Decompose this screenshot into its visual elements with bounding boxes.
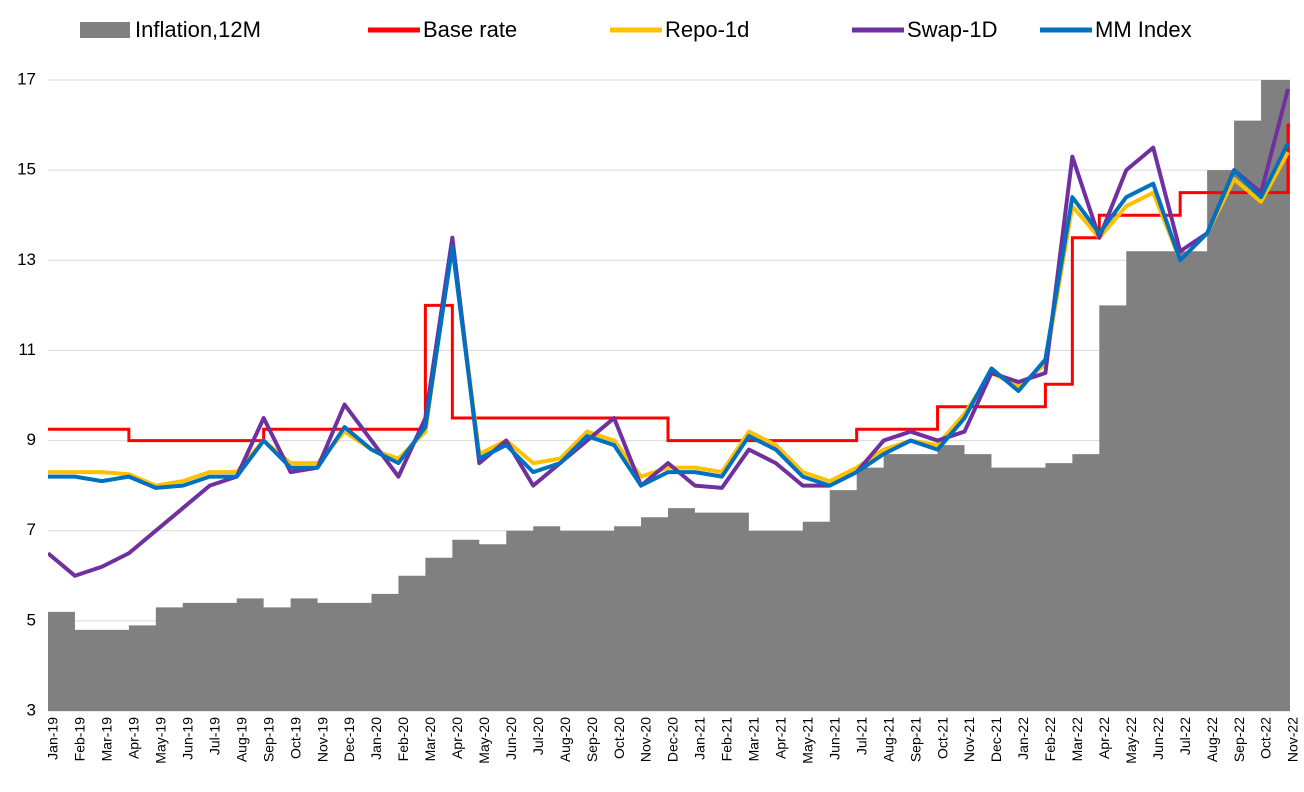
x-tick-label: May-21 (799, 717, 815, 764)
y-tick-label: 3 (27, 700, 36, 719)
x-tick-label: Sep-20 (584, 717, 600, 762)
axes: 3 5 7 9 11 13 15 17 Jan-19 Feb-19 Mar-19 Apr-19 May-… (17, 69, 1301, 763)
x-tick-label: Mar-19 (99, 717, 115, 762)
x-tick-label: Jan-21 (692, 717, 708, 760)
x-tick-label: Aug-20 (557, 717, 573, 762)
series-line (48, 123, 1290, 443)
legend-label: Swap-1D (907, 17, 997, 42)
x-tick-label: Jun-19 (179, 717, 195, 760)
x-tick-label: Aug-21 (880, 717, 896, 762)
x-tick-label: Jun-20 (503, 717, 519, 760)
x-tick-label: Sep-19 (260, 717, 276, 762)
x-tick-label: Jul-22 (1177, 717, 1193, 755)
x-tick-label: May-22 (1123, 717, 1139, 764)
y-tick-label: 9 (27, 430, 36, 449)
x-tick-label: May-19 (153, 717, 169, 764)
x-tick-label: Oct-19 (287, 717, 303, 759)
x-tick-label: Jun-21 (826, 717, 842, 760)
inflation-area (48, 80, 1290, 711)
x-tick-label: Nov-20 (638, 717, 654, 762)
y-tick-label: 15 (17, 160, 36, 179)
x-tick-label: Nov-19 (314, 717, 330, 762)
y-tick-label: 5 (27, 610, 36, 629)
x-tick-label: Apr-20 (449, 717, 465, 759)
x-tick-label: Oct-20 (611, 717, 627, 759)
x-tick-label: Feb-22 (1042, 717, 1058, 762)
x-tick-label: Sep-22 (1231, 717, 1247, 762)
legend-swatch (80, 22, 130, 38)
x-tick-label: Dec-21 (988, 717, 1004, 762)
x-tick-label: Nov-22 (1285, 717, 1301, 762)
x-tick-label: Jul-21 (853, 717, 869, 755)
y-tick-label: 13 (17, 250, 36, 269)
y-tick-label: 7 (27, 520, 36, 539)
x-tick-label: Mar-20 (422, 717, 438, 762)
legend: Inflation,12M Base rate Repo-1d Swap-1D MM I… (80, 17, 1192, 42)
x-tick-label: Mar-22 (1069, 717, 1085, 762)
legend-label: MM Index (1095, 17, 1192, 42)
x-tick-label: Nov-21 (961, 717, 977, 762)
x-tick-label: Jan-22 (1015, 717, 1031, 760)
y-tick-label: 17 (17, 69, 36, 88)
x-tick-label: Feb-19 (72, 717, 88, 762)
x-tick-label: Oct-22 (1258, 717, 1274, 759)
x-tick-label: Jun-22 (1150, 717, 1166, 760)
legend-label: Repo-1d (665, 17, 749, 42)
x-tick-label: Jan-20 (368, 717, 384, 760)
x-tick-label: Jan-19 (45, 717, 61, 760)
x-tick-label: Dec-20 (665, 717, 681, 762)
x-tick-label: Feb-21 (719, 717, 735, 762)
x-tick-label: Apr-22 (1096, 717, 1112, 759)
series-line (48, 142, 1290, 490)
legend-label: Base rate (423, 17, 517, 42)
x-tick-label: Oct-21 (934, 717, 950, 759)
x-tick-label: Apr-19 (126, 717, 142, 759)
series-line (48, 88, 1290, 578)
x-tick-label: Jul-19 (206, 717, 222, 755)
x-tick-label: Mar-21 (746, 717, 762, 762)
legend-label: Inflation,12M (135, 17, 261, 42)
x-tick-label: Sep-21 (907, 717, 923, 762)
y-tick-label: 11 (18, 340, 36, 359)
x-tick-label: Aug-22 (1204, 717, 1220, 762)
plot-area (48, 80, 1290, 711)
x-tick-label: Jul-20 (530, 717, 546, 755)
x-tick-label: Apr-21 (773, 717, 789, 759)
x-tick-label: Aug-19 (233, 717, 249, 762)
x-tick-label: Dec-19 (341, 717, 357, 762)
x-tick-label: May-20 (476, 717, 492, 764)
x-tick-label: Feb-20 (395, 717, 411, 762)
